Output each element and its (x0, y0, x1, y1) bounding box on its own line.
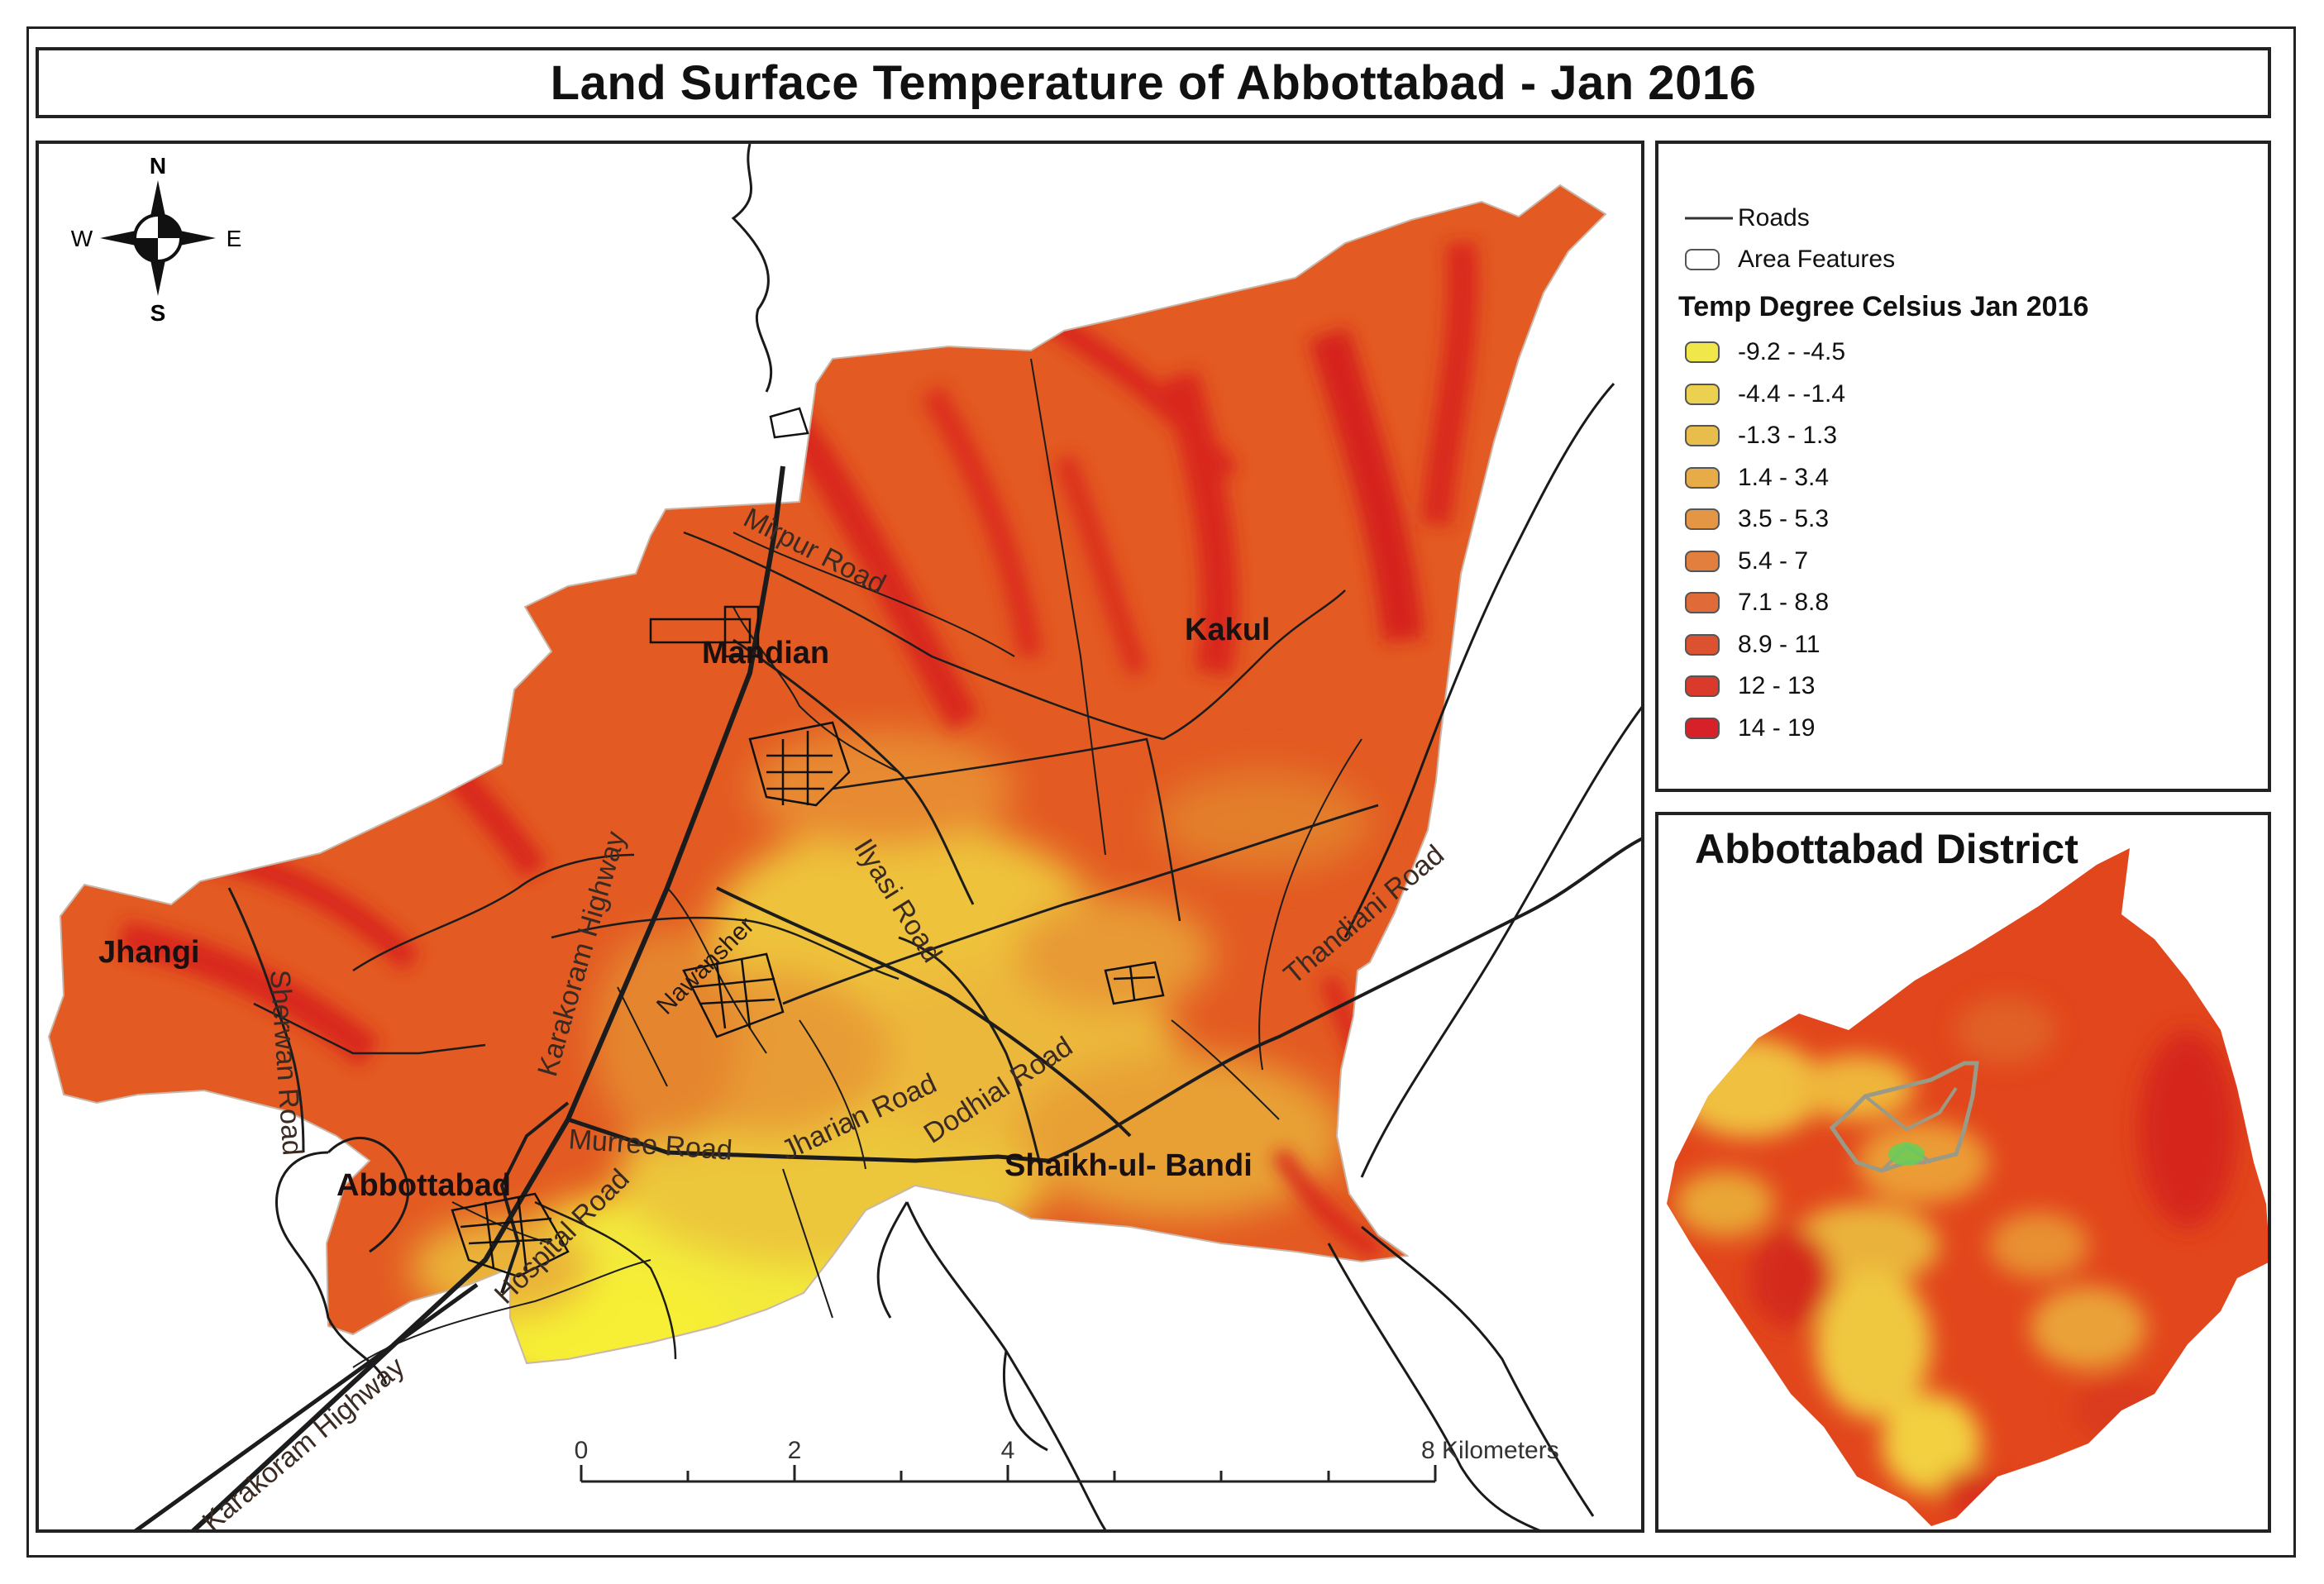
legend-class-7: 8.9 - 11 (1685, 628, 1821, 661)
legend-class-label: -9.2 - -4.5 (1738, 338, 1846, 365)
study-area-boundary (47, 184, 1607, 1365)
legend-class-8: 12 - 13 (1685, 670, 1815, 703)
legend-swatch (1685, 592, 1720, 613)
legend-swatch (1685, 550, 1720, 572)
legend-class-label: 8.9 - 11 (1738, 630, 1821, 658)
main-map[interactable]: N S W E Mirpur Road Thandiani Road Ilyas… (36, 141, 1644, 1533)
legend-panel: Roads Area Features Temp Degree Celsius … (1655, 141, 2271, 792)
legend-class-label: 1.4 - 3.4 (1738, 463, 1830, 491)
legend-class-5: 5.4 - 7 (1685, 545, 1808, 578)
road-label-karakoram-lower: Karakoram Highway (197, 1351, 411, 1533)
place-label-kakul: Kakul (1185, 613, 1270, 647)
scale-label-8: 8 Kilometers (1421, 1437, 1559, 1464)
legend-swatch (1685, 341, 1720, 363)
place-label-mandian: Mandian (702, 636, 829, 670)
inset-svg (1667, 848, 2268, 1526)
legend-class-label: -4.4 - -1.4 (1738, 379, 1846, 408)
scale-bar (580, 1465, 1437, 1483)
legend-class-1: -4.4 - -1.4 (1685, 378, 1845, 411)
legend-swatch (1685, 633, 1720, 656)
legend-swatch (1685, 425, 1720, 446)
compass-s: S (150, 300, 166, 326)
legend-class-label: 5.4 - 7 (1738, 546, 1809, 575)
outside-lines (275, 144, 1641, 1529)
compass-rose: N S W E (71, 153, 242, 326)
scale-label-2: 2 (788, 1437, 802, 1464)
inset-title: Abbottabad District (1695, 826, 2078, 872)
legend-class-2: -1.3 - 1.3 (1685, 419, 1837, 452)
legend-roads-label: Roads (1738, 204, 1810, 231)
legend-swatch (1685, 508, 1720, 530)
area-swatch-icon (1685, 249, 1720, 270)
legend-class-4: 3.5 - 5.3 (1685, 503, 1829, 536)
legend-class-6: 7.1 - 8.8 (1685, 586, 1829, 619)
map-title: Land Surface Temperature of Abbottabad -… (550, 55, 1757, 110)
legend-swatch (1685, 383, 1720, 405)
roads-network (134, 358, 1641, 1529)
place-label-abbottabad: Abbottabad (336, 1168, 511, 1203)
legend-class-label: 14 - 19 (1738, 713, 1816, 742)
road-line-icon (1685, 217, 1733, 220)
scale-label-0: 0 (575, 1437, 589, 1464)
compass-e: E (227, 226, 242, 251)
legend-class-label: 12 - 13 (1738, 672, 1816, 699)
legend-title: Temp Degree Celsius Jan 2016 (1678, 291, 2089, 322)
lst-raster (49, 185, 1606, 1363)
legend-roads: Roads (1685, 202, 1810, 235)
title-box: Land Surface Temperature of Abbottabad -… (36, 47, 2271, 118)
legend-class-9: 14 - 19 (1685, 712, 1815, 745)
scale-label-4: 4 (1001, 1437, 1015, 1464)
legend-swatch (1685, 675, 1720, 697)
legend-class-label: -1.3 - 1.3 (1738, 422, 1838, 449)
place-label-jhangi: Jhangi (98, 935, 199, 970)
legend-class-0: -9.2 - -4.5 (1685, 336, 1845, 369)
legend-class-label: 7.1 - 8.8 (1738, 589, 1830, 616)
inset-map[interactable]: Abbottabad District (1655, 812, 2271, 1533)
inset-study-area (1829, 1061, 1979, 1173)
figure-frame (26, 26, 2296, 1558)
legend-swatch (1685, 466, 1720, 489)
legend-area-label: Area Features (1738, 246, 1896, 273)
place-label-shaikh: Shaikh-ul- Bandi (1005, 1148, 1253, 1183)
legend-swatch (1685, 717, 1720, 739)
legend-class-3: 1.4 - 3.4 (1685, 461, 1829, 494)
legend-area: Area Features (1685, 243, 1895, 276)
compass-w: W (71, 226, 93, 251)
legend-class-label: 3.5 - 5.3 (1738, 505, 1830, 532)
built-up-clusters (451, 407, 1165, 1278)
compass-n: N (150, 153, 166, 179)
